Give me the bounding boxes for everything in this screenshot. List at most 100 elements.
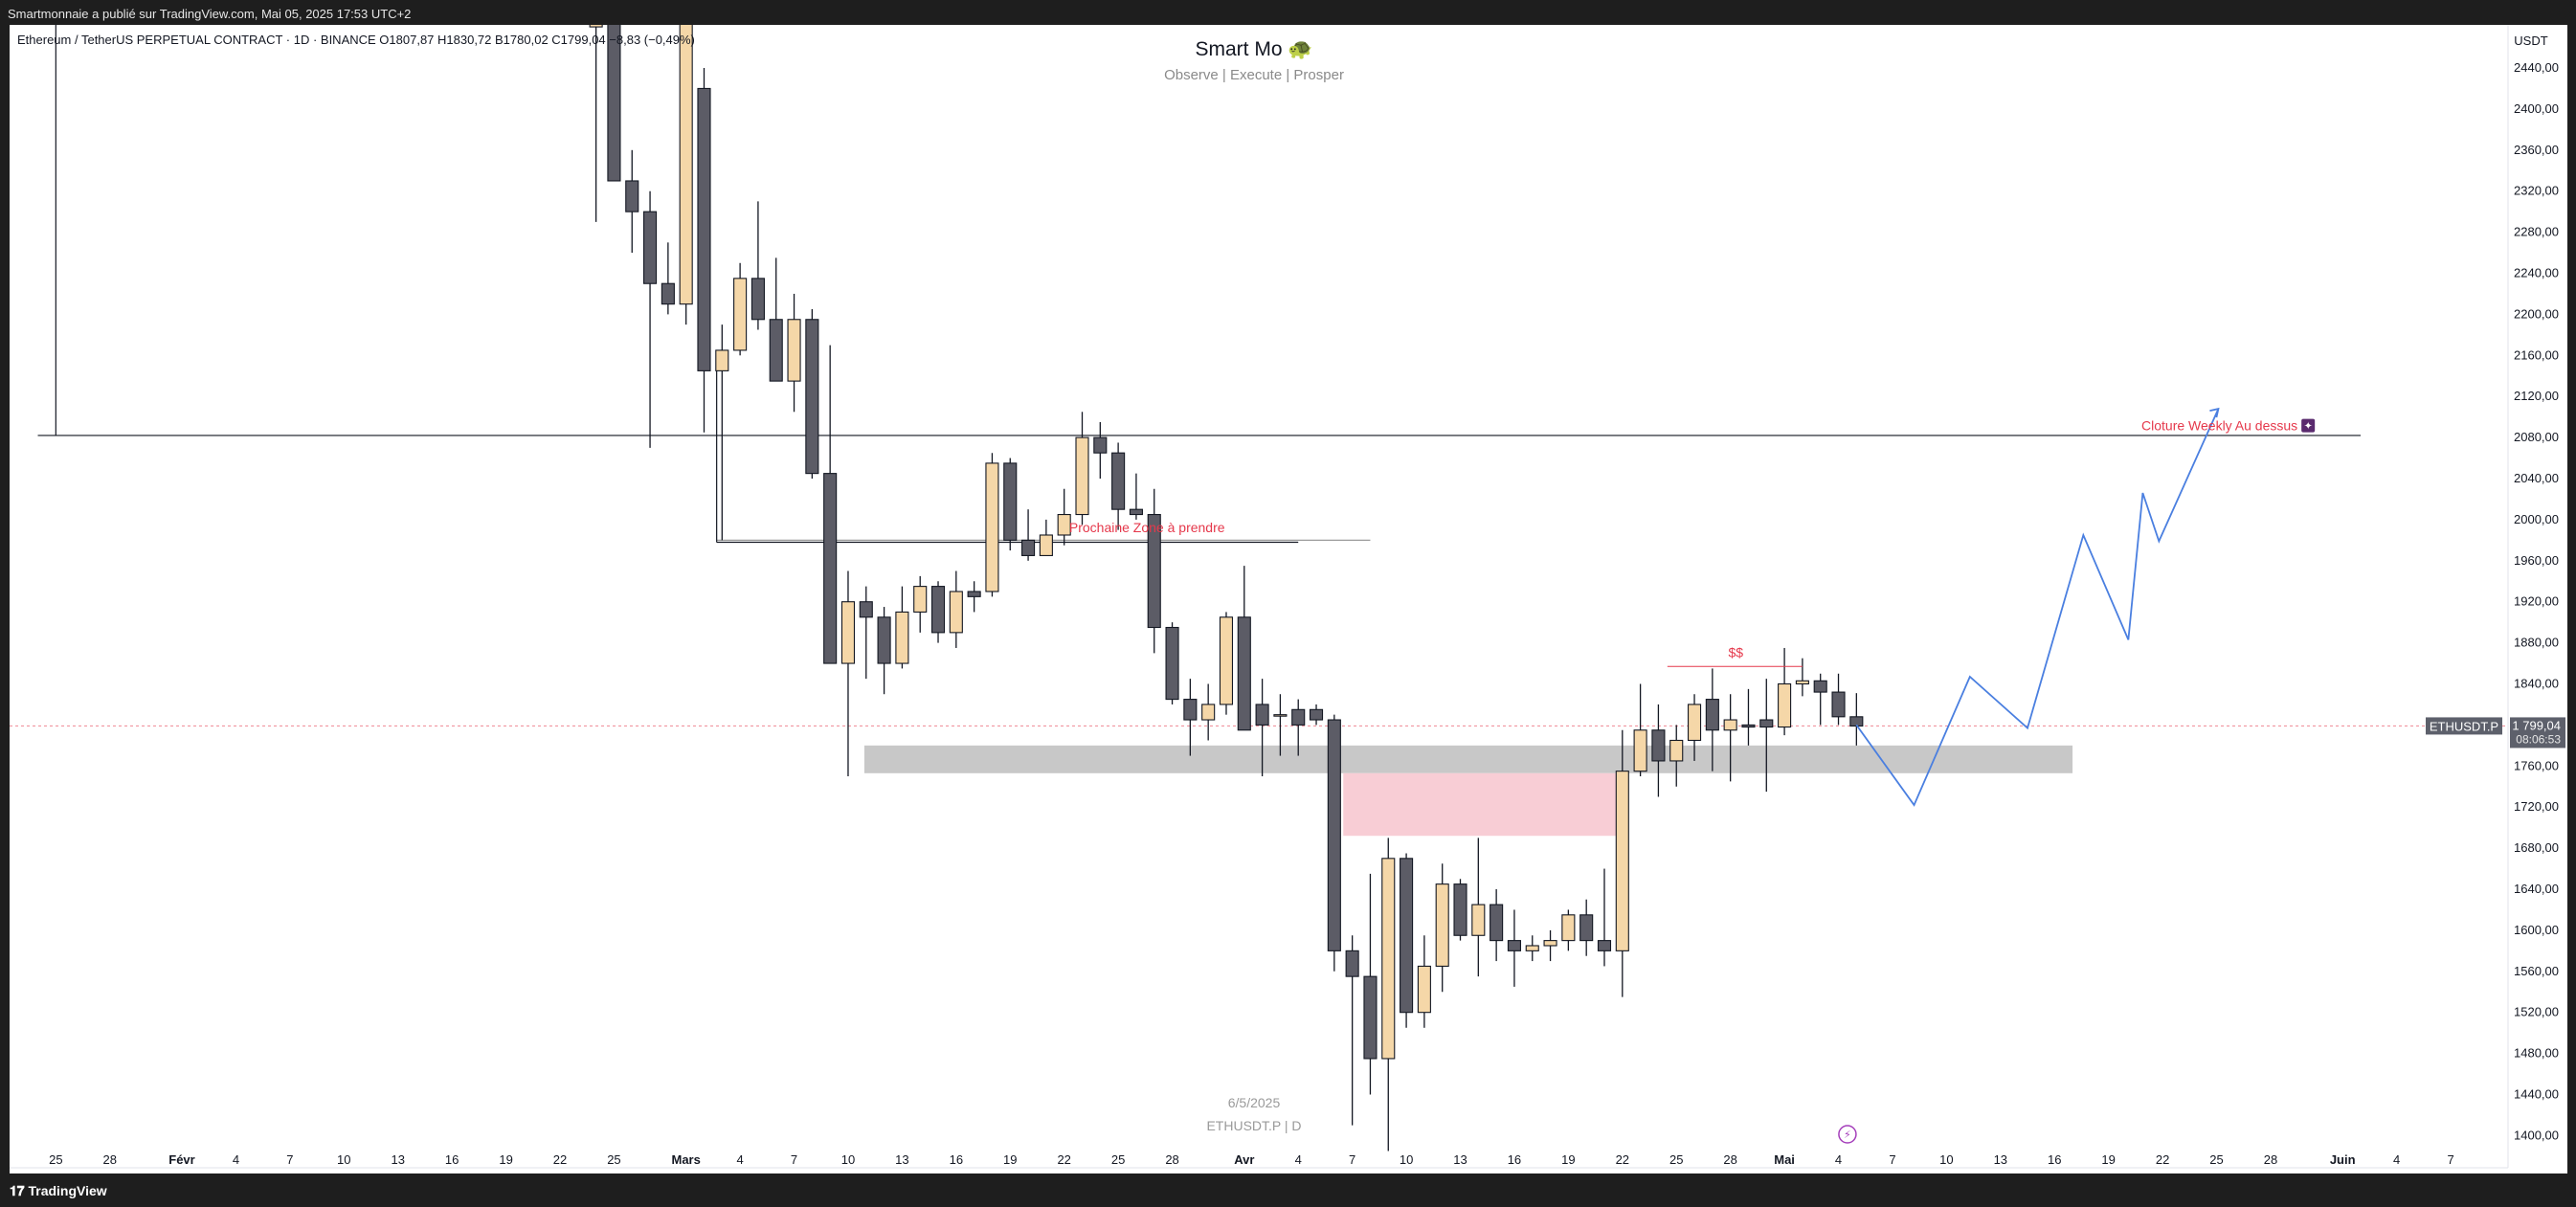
bullish-candle[interactable] (1687, 704, 1702, 742)
bearish-candle[interactable] (1453, 883, 1467, 936)
bearish-candle[interactable] (1237, 616, 1251, 731)
bullish-candle[interactable] (1273, 714, 1288, 717)
bullish-candle[interactable] (1795, 680, 1809, 685)
annotation-label[interactable]: Cloture Weekly Au dessus (2141, 418, 2297, 434)
bearish-candle[interactable] (1400, 858, 1414, 1014)
annotation-label[interactable]: $$ (1729, 645, 1744, 660)
time-tick-label: 16 (1508, 1152, 1521, 1167)
time-tick-label: 22 (2156, 1152, 2169, 1167)
bearish-candle[interactable] (859, 601, 873, 618)
bullish-candle[interactable] (1039, 534, 1053, 556)
bullish-candle[interactable] (787, 319, 801, 382)
bullish-candle[interactable] (1201, 704, 1216, 721)
bullish-candle[interactable] (733, 278, 748, 351)
tradingview-logo[interactable]: 𝟏𝟕 TradingView (10, 1183, 107, 1198)
bullish-candle[interactable] (1633, 729, 1647, 772)
bearish-candle[interactable] (1831, 691, 1846, 718)
bearish-candle[interactable] (930, 586, 946, 634)
price-tick-label: 2080,00 (2514, 430, 2559, 444)
bullish-candle[interactable] (679, 25, 693, 305)
candle-countdown: 08:06:53 (2516, 732, 2561, 746)
bullish-candle[interactable] (715, 349, 729, 371)
bullish-candle[interactable] (1435, 883, 1449, 967)
time-tick-label: 4 (1295, 1152, 1302, 1167)
watermark-emoji-icon: 🐢 (1288, 38, 1313, 60)
bearish-candle[interactable] (697, 87, 711, 371)
bearish-candle[interactable] (643, 211, 658, 284)
bullish-candle[interactable] (1778, 682, 1792, 728)
bullish-candle[interactable] (1075, 436, 1089, 516)
bearish-candle[interactable] (1003, 462, 1018, 541)
bearish-candle[interactable] (1165, 626, 1179, 701)
bullish-candle[interactable] (589, 25, 603, 28)
bullish-candle[interactable] (1057, 513, 1071, 536)
bearish-candle[interactable] (1129, 508, 1143, 516)
bearish-candle[interactable] (1147, 513, 1161, 629)
bearish-candle[interactable] (877, 616, 891, 664)
bearish-candle[interactable] (823, 473, 838, 664)
bearish-candle[interactable] (1490, 904, 1504, 942)
time-tick-label: 10 (841, 1152, 855, 1167)
price-tick-label: 2400,00 (2514, 101, 2559, 116)
bearish-candle[interactable] (1651, 729, 1666, 762)
price-tick-label: 2320,00 (2514, 184, 2559, 198)
lightning-icon[interactable] (1838, 1125, 1857, 1144)
bullish-candle[interactable] (985, 462, 999, 592)
time-tick-label: 25 (1111, 1152, 1125, 1167)
bearish-candle[interactable] (1309, 708, 1324, 721)
time-tick-label: 28 (2264, 1152, 2277, 1167)
chart-frame[interactable]: Prochaine Zone à prendre Cloture Weekly A… (10, 25, 2567, 1173)
bearish-candle[interactable] (1741, 724, 1756, 728)
bearish-candle[interactable] (1345, 950, 1359, 977)
projection-path[interactable] (1855, 408, 2220, 807)
annotation-label[interactable]: Prochaine Zone à prendre (1069, 520, 1225, 535)
time-tick-label: Avr (1234, 1152, 1254, 1167)
bearish-candle[interactable] (661, 282, 675, 305)
symbol-info-bar[interactable]: Ethereum / TetherUS PERPETUAL CONTRACT ·… (17, 33, 695, 47)
price-tick-label: 2360,00 (2514, 143, 2559, 157)
bullish-candle[interactable] (1525, 945, 1539, 951)
bullish-candle[interactable] (949, 591, 963, 634)
bearish-candle[interactable] (1813, 680, 1827, 693)
bearish-candle[interactable] (967, 591, 981, 597)
bullish-candle[interactable] (1381, 858, 1396, 1060)
time-tick-label: 28 (103, 1152, 117, 1167)
bullish-candle[interactable] (895, 611, 909, 664)
bearish-candle[interactable] (1579, 914, 1594, 942)
bearish-candle[interactable] (1093, 436, 1108, 454)
bearish-candle[interactable] (625, 180, 639, 212)
bearish-candle[interactable] (1597, 940, 1612, 951)
bearish-candle[interactable] (1327, 719, 1341, 951)
flag-icon (2301, 418, 2316, 433)
time-tick-label: 25 (2209, 1152, 2223, 1167)
ticker-price-tag (2426, 717, 2502, 735)
bullish-candle[interactable] (1219, 616, 1234, 705)
bearish-candle[interactable] (1705, 699, 1719, 731)
bearish-candle[interactable] (805, 319, 819, 475)
bearish-candle[interactable] (1507, 940, 1521, 951)
price-chart[interactable]: Prochaine Zone à prendre Cloture Weekly A… (10, 25, 2567, 1173)
bearish-candle[interactable] (769, 319, 783, 382)
bullish-candle[interactable] (1417, 965, 1431, 1014)
bearish-candle[interactable] (1255, 704, 1269, 726)
bearish-candle[interactable] (1021, 539, 1036, 556)
bearish-candle[interactable] (1849, 716, 1864, 727)
bullish-candle[interactable] (1561, 914, 1576, 942)
bearish-candle[interactable] (1759, 719, 1774, 728)
bullish-candle[interactable] (1471, 904, 1486, 936)
bullish-candle[interactable] (1723, 719, 1737, 731)
bullish-candle[interactable] (913, 586, 928, 613)
bearish-candle[interactable] (1183, 699, 1198, 721)
bearish-candle[interactable] (1291, 708, 1306, 726)
bearish-candle[interactable] (1111, 452, 1126, 510)
bullish-candle[interactable] (1543, 940, 1557, 947)
bearish-candle[interactable] (1363, 975, 1378, 1060)
bullish-candle[interactable] (1669, 739, 1684, 762)
bearish-candle[interactable] (750, 278, 765, 321)
bullish-candle[interactable] (1615, 771, 1629, 951)
bullish-candle[interactable] (840, 601, 856, 664)
bearish-candle[interactable] (607, 25, 621, 182)
time-tick-label: 7 (791, 1152, 797, 1167)
time-tick-label: 7 (1889, 1152, 1895, 1167)
price-tick-label: 1440,00 (2514, 1087, 2559, 1102)
